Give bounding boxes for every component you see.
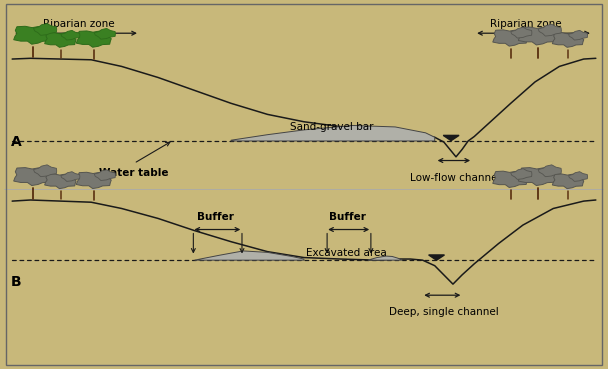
Text: Riparian zone: Riparian zone [43, 19, 115, 29]
Polygon shape [13, 26, 52, 44]
Text: Buffer: Buffer [330, 212, 366, 222]
Polygon shape [368, 256, 402, 260]
Polygon shape [538, 24, 561, 36]
Polygon shape [61, 30, 80, 40]
Polygon shape [429, 255, 444, 260]
Polygon shape [61, 172, 80, 182]
Polygon shape [33, 165, 57, 177]
Polygon shape [231, 125, 435, 141]
Polygon shape [511, 27, 532, 38]
Polygon shape [538, 165, 561, 177]
Polygon shape [518, 168, 557, 186]
Text: Riparian zone: Riparian zone [490, 19, 562, 29]
Text: Excavated area: Excavated area [306, 248, 387, 258]
Polygon shape [44, 174, 76, 189]
Text: Sand-gravel bar: Sand-gravel bar [289, 122, 373, 132]
Text: A: A [11, 135, 22, 149]
Polygon shape [443, 135, 459, 141]
Polygon shape [568, 172, 587, 182]
Polygon shape [33, 24, 57, 35]
Polygon shape [44, 32, 76, 47]
Polygon shape [518, 27, 557, 45]
Polygon shape [76, 172, 111, 189]
Polygon shape [552, 32, 584, 47]
Text: Low-flow channel: Low-flow channel [410, 173, 500, 183]
Polygon shape [552, 174, 584, 189]
Polygon shape [492, 171, 528, 187]
Polygon shape [195, 251, 304, 260]
Polygon shape [76, 31, 111, 47]
Text: B: B [11, 275, 21, 289]
Polygon shape [94, 170, 116, 180]
Polygon shape [568, 30, 587, 40]
Polygon shape [492, 30, 528, 46]
Text: Deep, single channel: Deep, single channel [389, 307, 499, 317]
Text: Buffer: Buffer [198, 212, 234, 222]
Polygon shape [94, 28, 116, 39]
Polygon shape [511, 169, 532, 179]
Polygon shape [13, 168, 52, 186]
Text: Water table: Water table [99, 168, 168, 178]
